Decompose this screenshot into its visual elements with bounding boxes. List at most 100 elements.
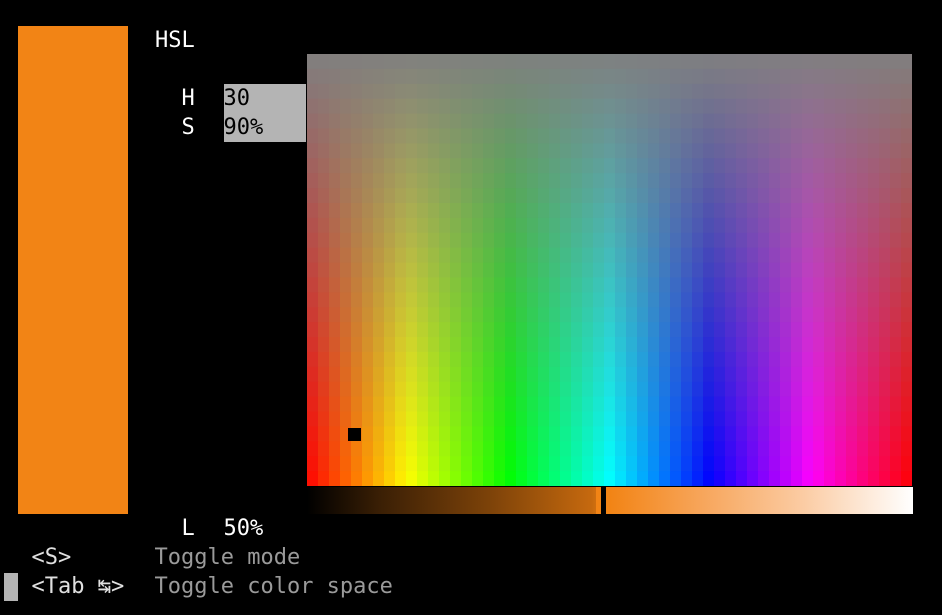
- plane-cell[interactable]: [879, 188, 891, 204]
- plane-cell[interactable]: [890, 456, 902, 472]
- plane-cell[interactable]: [593, 188, 605, 204]
- plane-cell[interactable]: [703, 68, 715, 85]
- plane-cell[interactable]: [725, 202, 737, 219]
- plane-cell[interactable]: [340, 277, 352, 293]
- plane-cell[interactable]: [901, 143, 912, 159]
- plane-cell[interactable]: [626, 173, 638, 189]
- plane-cell[interactable]: [516, 128, 528, 144]
- plane-cell[interactable]: [703, 262, 715, 279]
- plane-cell[interactable]: [373, 68, 385, 85]
- plane-cell[interactable]: [890, 98, 902, 115]
- plane-cell[interactable]: [472, 98, 484, 115]
- plane-cell[interactable]: [582, 128, 594, 144]
- plane-cell[interactable]: [813, 411, 825, 428]
- plane-cell[interactable]: [692, 188, 704, 204]
- plane-cell[interactable]: [494, 128, 506, 144]
- plane-cell[interactable]: [307, 247, 319, 264]
- plane-cell[interactable]: [505, 411, 517, 428]
- plane-cell[interactable]: [802, 68, 814, 85]
- plane-cell[interactable]: [835, 381, 847, 398]
- plane-cell[interactable]: [637, 128, 649, 144]
- plane-cell[interactable]: [824, 337, 836, 353]
- plane-cell[interactable]: [395, 307, 407, 323]
- plane-cell[interactable]: [659, 262, 671, 279]
- plane-cell[interactable]: [714, 262, 726, 279]
- plane-cell[interactable]: [714, 128, 726, 144]
- plane-cell[interactable]: [824, 456, 836, 472]
- plane-cell[interactable]: [406, 202, 418, 219]
- plane-cell[interactable]: [494, 337, 506, 353]
- plane-cell[interactable]: [846, 113, 858, 130]
- plane-cell[interactable]: [472, 217, 484, 234]
- plane-cell[interactable]: [758, 322, 770, 338]
- plane-cell[interactable]: [362, 98, 374, 115]
- plane-cell[interactable]: [384, 441, 396, 457]
- plane-cell[interactable]: [318, 202, 330, 219]
- plane-cell[interactable]: [879, 396, 891, 413]
- plane-cell[interactable]: [626, 307, 638, 323]
- plane-cell[interactable]: [780, 247, 792, 264]
- plane-cell[interactable]: [549, 54, 561, 70]
- plane-cell[interactable]: [747, 98, 759, 115]
- plane-cell[interactable]: [417, 217, 429, 234]
- plane-cell[interactable]: [659, 456, 671, 472]
- plane-cell[interactable]: [340, 426, 352, 442]
- plane-cell[interactable]: [318, 292, 330, 308]
- plane-cell[interactable]: [560, 456, 572, 472]
- plane-cell[interactable]: [813, 471, 825, 486]
- plane-cell[interactable]: [681, 158, 693, 174]
- plane-cell[interactable]: [340, 381, 352, 398]
- plane-cell[interactable]: [461, 128, 473, 144]
- plane-cell[interactable]: [373, 441, 385, 457]
- plane-cell[interactable]: [868, 68, 880, 85]
- plane-cell[interactable]: [560, 83, 572, 100]
- plane-cell[interactable]: [890, 143, 902, 159]
- plane-cell[interactable]: [461, 113, 473, 130]
- plane-cell[interactable]: [340, 113, 352, 130]
- plane-cell[interactable]: [879, 113, 891, 130]
- plane-cell[interactable]: [703, 54, 715, 70]
- plane-cell[interactable]: [725, 83, 737, 100]
- plane-cell[interactable]: [384, 396, 396, 413]
- plane-cell[interactable]: [615, 128, 627, 144]
- plane-cell[interactable]: [516, 381, 528, 398]
- plane-cell[interactable]: [813, 441, 825, 457]
- plane-cell[interactable]: [626, 158, 638, 174]
- plane-cell[interactable]: [813, 381, 825, 398]
- plane-cell[interactable]: [901, 188, 912, 204]
- plane-cell[interactable]: [318, 411, 330, 428]
- plane-cell[interactable]: [681, 54, 693, 70]
- plane-cell[interactable]: [472, 188, 484, 204]
- plane-cell[interactable]: [868, 202, 880, 219]
- plane-cell[interactable]: [824, 83, 836, 100]
- plane-cell[interactable]: [494, 307, 506, 323]
- plane-cell[interactable]: [318, 337, 330, 353]
- plane-cell[interactable]: [439, 441, 451, 457]
- plane-cell[interactable]: [813, 217, 825, 234]
- plane-cell[interactable]: [659, 337, 671, 353]
- plane-cell[interactable]: [615, 83, 627, 100]
- plane-cell[interactable]: [428, 247, 440, 264]
- plane-cell[interactable]: [472, 381, 484, 398]
- plane-cell[interactable]: [395, 351, 407, 368]
- plane-cell[interactable]: [494, 426, 506, 442]
- plane-cell[interactable]: [758, 456, 770, 472]
- plane-cell[interactable]: [549, 396, 561, 413]
- plane-cell[interactable]: [846, 411, 858, 428]
- plane-cell[interactable]: [395, 426, 407, 442]
- plane-cell[interactable]: [384, 158, 396, 174]
- plane-cell[interactable]: [417, 456, 429, 472]
- plane-cell[interactable]: [890, 292, 902, 308]
- plane-cell[interactable]: [417, 307, 429, 323]
- plane-cell[interactable]: [571, 322, 583, 338]
- plane-cell[interactable]: [604, 411, 616, 428]
- plane-cell[interactable]: [395, 396, 407, 413]
- plane-cell[interactable]: [780, 128, 792, 144]
- plane-cell[interactable]: [395, 456, 407, 472]
- plane-cell[interactable]: [846, 322, 858, 338]
- plane-cell[interactable]: [538, 217, 550, 234]
- plane-cell[interactable]: [637, 113, 649, 130]
- plane-cell[interactable]: [472, 322, 484, 338]
- plane-cell[interactable]: [769, 426, 781, 442]
- plane-cell[interactable]: [736, 113, 748, 130]
